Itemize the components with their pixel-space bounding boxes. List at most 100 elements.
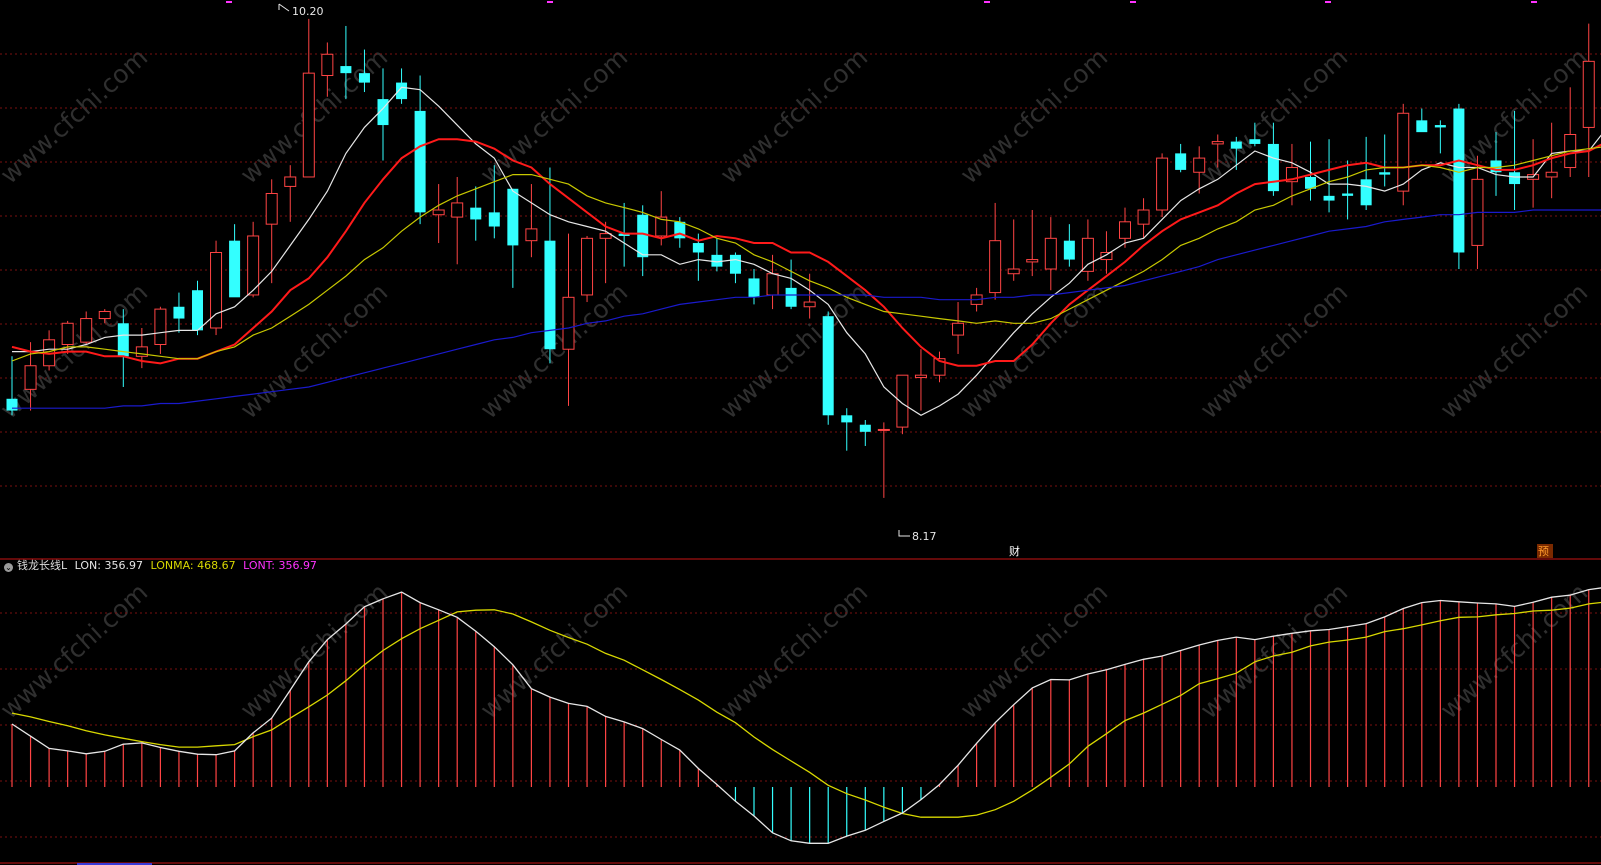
candle: [1044, 217, 1057, 291]
lon-value: LON: 356.97: [74, 559, 143, 572]
candle-body: [414, 110, 426, 213]
candle: [1323, 139, 1335, 213]
candle-body: [896, 374, 909, 428]
candle-body: [1267, 143, 1279, 192]
candle-body: [284, 176, 297, 187]
candle-body: [396, 82, 408, 100]
ma-line-red: [11, 138, 1601, 367]
candle-body: [1063, 240, 1075, 260]
candle-body: [1026, 259, 1039, 263]
candle-body: [1137, 209, 1150, 225]
candle: [914, 349, 927, 411]
candle: [284, 165, 297, 222]
candle: [1509, 110, 1521, 211]
candle-body: [1285, 167, 1298, 183]
candle: [933, 351, 946, 383]
candle-body: [1193, 157, 1206, 173]
forecast-event-marker[interactable]: 预: [1537, 544, 1553, 558]
candle: [1453, 103, 1465, 269]
candle: [340, 25, 352, 100]
candle-body: [803, 301, 816, 308]
lon-line: [11, 587, 1601, 844]
candle-body: [1360, 179, 1372, 206]
candle-body: [1230, 141, 1242, 149]
indicator-header: ⌄ 钱龙长线L LON: 356.97 LONMA: 468.67 LONT: 3…: [4, 557, 321, 573]
candle-body: [321, 53, 334, 77]
candle: [1416, 108, 1428, 133]
candle: [1081, 219, 1094, 281]
candle-body: [822, 316, 834, 416]
candle-body: [599, 233, 612, 239]
candle-body: [618, 233, 630, 236]
indicator-name[interactable]: 钱龙长线L: [17, 559, 68, 572]
candle: [748, 269, 760, 305]
candle: [581, 235, 594, 303]
candle-body: [6, 398, 18, 411]
ma-line-yellow: [11, 146, 1601, 362]
candle: [229, 224, 241, 298]
forecast-event-label: 预: [1538, 545, 1549, 558]
candle-body: [655, 216, 668, 237]
candle-body: [1545, 171, 1558, 178]
candle-body: [210, 251, 223, 329]
ma-line-blue: [12, 209, 1601, 409]
candle-body: [247, 235, 260, 296]
candle-body: [1249, 139, 1261, 144]
candle-body: [933, 358, 946, 376]
candle: [247, 221, 260, 298]
low-price-marker: 8.17: [898, 530, 937, 543]
candle: [321, 42, 334, 97]
finance-event-marker[interactable]: 财: [1008, 544, 1024, 558]
indicator-menu-icon[interactable]: ⌄: [4, 563, 13, 572]
candle-body: [766, 273, 779, 296]
candle: [711, 238, 723, 272]
candle: [896, 374, 909, 435]
candle-body: [1582, 60, 1595, 128]
candle-body: [358, 73, 370, 83]
candle: [414, 75, 426, 225]
candle: [6, 356, 18, 416]
candle-body: [674, 221, 686, 239]
candle-body: [470, 207, 482, 220]
candle-body: [61, 322, 74, 346]
candle: [470, 186, 482, 241]
candlestick-panel[interactable]: [6, 5, 1601, 498]
candle: [1285, 143, 1298, 206]
candle-body: [692, 243, 704, 253]
candle: [1156, 153, 1169, 218]
candle: [1360, 136, 1372, 211]
candle-body: [1007, 268, 1020, 275]
candle-body: [1434, 125, 1446, 128]
candle: [1342, 160, 1354, 220]
candle: [1249, 122, 1261, 147]
candle: [1007, 219, 1020, 281]
candle-body: [711, 254, 723, 267]
candle-body: [192, 290, 203, 331]
candle-body: [952, 322, 965, 336]
candle-body: [525, 228, 538, 242]
candle: [1193, 146, 1206, 194]
candle: [525, 184, 538, 258]
candle-body: [1453, 108, 1465, 253]
candle-body: [229, 240, 241, 298]
candle: [618, 202, 630, 267]
candle: [1434, 120, 1446, 154]
candle: [61, 320, 74, 354]
candle: [488, 165, 500, 239]
indicator-panel[interactable]: [11, 580, 1601, 844]
candle-body: [1323, 195, 1335, 201]
candle-body: [562, 296, 575, 350]
candle-body: [154, 308, 167, 346]
candle-body: [98, 310, 111, 320]
candle-body: [340, 66, 352, 74]
candle-body: [1044, 237, 1057, 270]
candle-body: [785, 287, 797, 307]
candle-body: [377, 99, 389, 126]
candle-body: [877, 428, 890, 431]
candle-body: [451, 202, 464, 218]
candle: [507, 188, 519, 288]
candle: [1119, 207, 1131, 248]
candle: [451, 176, 464, 265]
candle-body: [748, 278, 760, 298]
